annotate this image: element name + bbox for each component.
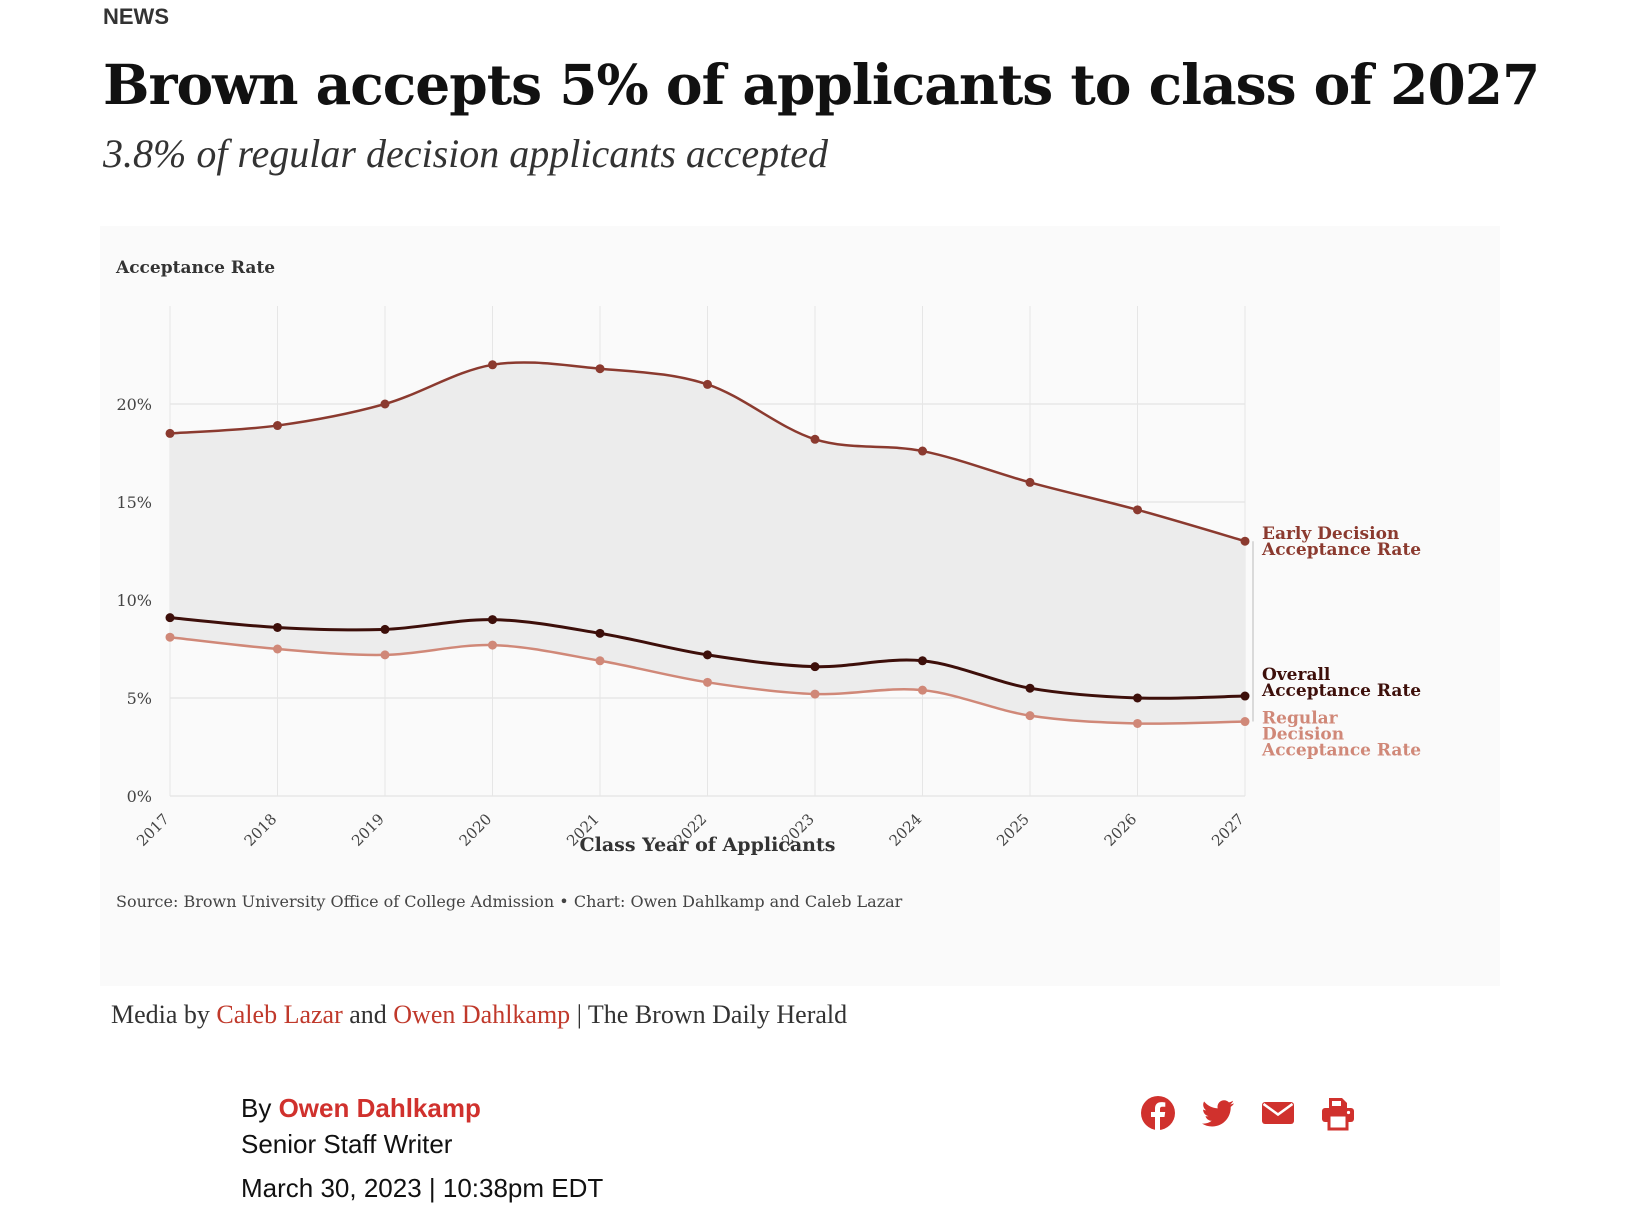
- byline-author-link[interactable]: Owen Dahlkamp: [278, 1093, 481, 1123]
- media-credit: Media by Caleb Lazar and Owen Dahlkamp |…: [111, 1000, 847, 1030]
- byline-by: By: [241, 1093, 272, 1123]
- data-point-overall: [810, 662, 820, 672]
- chart-figure: Acceptance Rate 0% 5% 10% 15% 20% Early Decisi…: [100, 226, 1500, 986]
- data-point-regular-decision: [273, 644, 282, 654]
- data-point-overall: [1240, 691, 1250, 701]
- y-tick-label: 15%: [116, 493, 152, 512]
- data-point-early-decision: [165, 428, 175, 438]
- data-point-overall: [703, 650, 712, 660]
- twitter-icon[interactable]: [1200, 1095, 1236, 1131]
- data-point-early-decision: [1025, 477, 1035, 487]
- data-point-regular-decision: [595, 656, 605, 666]
- data-point-early-decision: [703, 379, 712, 389]
- data-point-overall: [1025, 683, 1035, 693]
- facebook-icon[interactable]: [1140, 1095, 1176, 1131]
- series-label-early-decision: Acceptance Rate: [1261, 540, 1421, 560]
- series-label-regular-decision: Regular: [1262, 709, 1339, 729]
- data-point-early-decision: [1240, 536, 1250, 546]
- data-point-overall: [488, 615, 497, 625]
- data-point-overall: [918, 656, 927, 666]
- series-label-early-decision: Early Decision: [1262, 524, 1399, 544]
- data-point-overall: [165, 613, 175, 623]
- y-axis-title: Acceptance Rate: [115, 258, 275, 278]
- byline-role: Senior Staff Writer: [241, 1129, 453, 1159]
- credit-author-caleb-lazar[interactable]: Caleb Lazar: [216, 1000, 343, 1029]
- acceptance-rate-chart: Acceptance Rate 0% 5% 10% 15% 20% Early Decisi…: [100, 226, 1500, 986]
- media-credit-publication: | The Brown Daily Herald: [576, 1000, 848, 1029]
- data-point-regular-decision: [918, 685, 927, 695]
- email-icon[interactable]: [1260, 1095, 1296, 1131]
- series-label-regular-decision: Decision: [1262, 725, 1344, 745]
- acceptance-range-band: [170, 362, 1245, 724]
- print-icon[interactable]: [1320, 1095, 1356, 1131]
- data-point-overall: [380, 624, 390, 634]
- series-label-overall: Overall: [1262, 665, 1331, 685]
- data-point-overall: [595, 628, 605, 638]
- y-tick-label: 0%: [127, 787, 152, 806]
- publish-date: March 30, 2023 | 10:38pm EDT: [241, 1173, 604, 1203]
- data-point-early-decision: [273, 421, 282, 431]
- y-tick-label: 10%: [116, 591, 152, 610]
- chart-source-note: Source: Brown University Office of Colle…: [116, 892, 903, 911]
- media-credit-prefix: Media by: [111, 1000, 210, 1029]
- series-label-regular-decision: Acceptance Rate: [1261, 741, 1421, 761]
- data-point-regular-decision: [703, 677, 712, 687]
- data-point-early-decision: [810, 434, 820, 444]
- subheadline: 3.8% of regular decision applicants acce…: [103, 131, 829, 176]
- data-point-regular-decision: [1133, 718, 1142, 728]
- data-point-early-decision: [595, 364, 605, 374]
- byline: By Owen Dahlkamp Senior Staff Writer Mar…: [241, 1090, 603, 1206]
- data-point-overall: [273, 622, 282, 632]
- data-point-regular-decision: [165, 632, 175, 642]
- data-point-regular-decision: [488, 640, 497, 650]
- data-point-regular-decision: [1240, 717, 1250, 727]
- data-point-regular-decision: [1025, 711, 1035, 721]
- y-tick-label: 20%: [116, 395, 152, 414]
- series-label-overall: Acceptance Rate: [1261, 681, 1421, 701]
- data-point-early-decision: [380, 399, 390, 409]
- data-point-regular-decision: [380, 650, 390, 660]
- headline: Brown accepts 5% of applicants to class …: [103, 52, 1540, 117]
- data-point-overall: [1133, 693, 1142, 703]
- data-point-early-decision: [918, 446, 927, 456]
- section-tag-news[interactable]: NEWS: [103, 4, 169, 29]
- share-toolbar: [1140, 1095, 1356, 1131]
- y-tick-label: 5%: [127, 689, 152, 708]
- data-point-early-decision: [488, 360, 497, 370]
- data-point-regular-decision: [810, 689, 820, 699]
- media-credit-conjunction: and: [349, 1000, 387, 1029]
- data-point-early-decision: [1133, 505, 1142, 515]
- credit-author-owen-dahlkamp[interactable]: Owen Dahlkamp: [393, 1000, 571, 1029]
- x-axis-title: Class Year of Applicants: [580, 834, 836, 856]
